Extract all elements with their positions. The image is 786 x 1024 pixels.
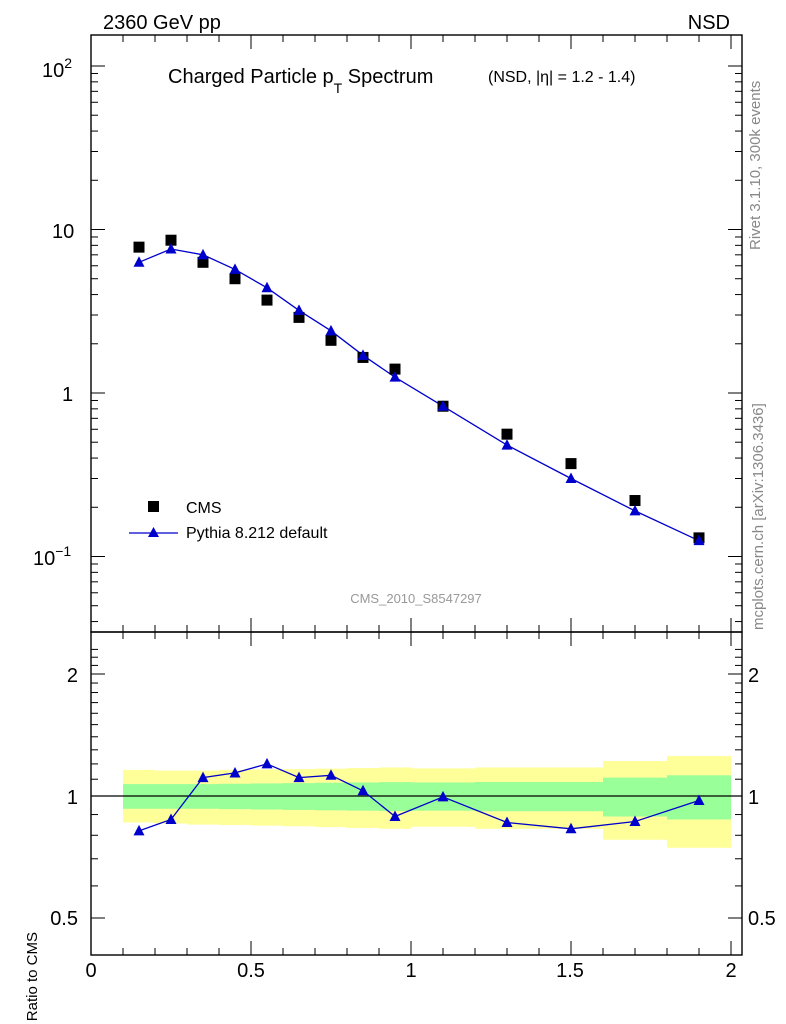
xtick-label-0.5: 0.5: [237, 960, 265, 982]
cms-data-point: [389, 363, 401, 375]
pythia-data-point: [357, 349, 369, 360]
pythia-data-point: [261, 281, 273, 293]
main-ytick-label-100: 102: [42, 55, 72, 82]
pythia-data-point: [389, 371, 401, 382]
ratio-data-point: [293, 771, 305, 783]
svg-text:102: 102: [42, 55, 72, 82]
svg-text:10: 10: [52, 221, 74, 243]
pythia-data-point: [229, 263, 241, 274]
ratio-data-point: [325, 769, 337, 780]
ratio-ytick-label-0.5-left: 0.5: [50, 908, 78, 930]
ratio-ytick-label-0.5-right: 0.5: [748, 908, 776, 930]
ratio-data-point: [165, 813, 177, 825]
pythia-data-point: [133, 256, 145, 267]
ratio-plot-content: [91, 756, 742, 848]
main-title-qualifier: (NSD, |η| = 1.2 - 1.4): [488, 69, 635, 86]
ratio-data-point: [229, 766, 241, 778]
analysis-watermark: CMS_2010_S8547297: [350, 591, 482, 606]
pythia-data-point: [197, 248, 209, 260]
ratio-data-point: [693, 794, 705, 805]
ratio-ytick-label-1-left: 1: [67, 787, 78, 809]
ratio-data-point: [389, 810, 401, 822]
ratio-data-point: [261, 757, 273, 769]
header-right-label: NSD: [688, 12, 730, 34]
ratio-ytick-label-1-right: 1: [748, 787, 759, 809]
main-title-subscript: T: [334, 80, 343, 96]
pythia-series-line: [138, 248, 700, 542]
ratio-ylabel: Ratio to CMS: [24, 932, 41, 1021]
legend: CMS Pythia 8.212 default: [129, 500, 328, 542]
main-panel-frame: [90, 34, 743, 633]
cms-data-point: [261, 294, 273, 306]
cms-data-point: [197, 256, 209, 268]
pythia-data-point: [565, 472, 577, 483]
legend-pythia-label: Pythia 8.212 default: [186, 525, 328, 542]
cms-data-point: [165, 234, 177, 246]
ratio-series-line: [138, 763, 700, 832]
ratio-ytick-label-2-right: 2: [748, 665, 759, 687]
cms-data-point: [133, 241, 145, 253]
ratio-band-green: [539, 781, 603, 812]
ratio-ytick-label-2-left: 2: [67, 665, 78, 687]
main-title-tail: Spectrum: [342, 66, 433, 88]
ratio-data-point: [197, 771, 209, 783]
rivet-side-label: Rivet 3.1.10, 300k events: [747, 81, 764, 250]
cms-data-point: [565, 458, 577, 470]
legend-cms-label: CMS: [186, 500, 222, 517]
mcplots-side-label: mcplots.cern.ch [arXiv:1306.3436]: [750, 403, 767, 630]
cms-data-point: [629, 495, 641, 507]
main-ytick-label-10: 10: [52, 221, 74, 243]
main-ytick-label-0.1: 10−1: [33, 543, 71, 570]
cms-data-point: [229, 273, 241, 285]
ratio-band-green: [475, 781, 539, 812]
ratio-data-point: [437, 790, 449, 802]
pythia-data-point: [693, 534, 705, 546]
ratio-data-point: [629, 815, 641, 827]
xtick-label-1.5: 1.5: [556, 960, 584, 982]
pythia-data-point: [501, 439, 513, 450]
xtick-label-2: 2: [725, 960, 736, 982]
xtick-label-1: 1: [405, 960, 416, 982]
main-ytick-label-1: 1: [62, 384, 73, 406]
ratio-panel-frame: [90, 631, 743, 956]
main-title: Charged Particle pT Spectrum: [168, 66, 433, 96]
pythia-data-point: [629, 504, 641, 516]
main-plot-content: [133, 234, 705, 546]
svg-text:10−1: 10−1: [33, 543, 71, 570]
main-axis-ticks: [90, 35, 742, 632]
ratio-axis-ticks: [90, 632, 742, 955]
ratio-data-point: [501, 816, 513, 828]
main-title-text: Charged Particle p: [168, 66, 334, 88]
pythia-data-point: [165, 242, 177, 254]
cms-data-point: [293, 311, 305, 323]
ratio-band-green: [603, 777, 667, 817]
ratio-data-point: [565, 822, 577, 834]
ratio-panel: Ratio to CMS 2 1 0.5 2 1 0.5 0 0.5 1 1.5…: [24, 631, 776, 1021]
cms-data-point: [501, 428, 513, 440]
legend-pythia-marker: [148, 527, 159, 537]
pythia-data-point: [437, 400, 449, 411]
main-panel: Charged Particle pT Spectrum (NSD, |η| =…: [33, 34, 743, 633]
pythia-data-point: [293, 304, 305, 315]
legend-cms-marker: [148, 501, 159, 512]
cms-data-point: [325, 334, 337, 346]
ratio-data-point: [133, 824, 145, 836]
ratio-data-point: [357, 784, 369, 796]
xtick-label-0: 0: [85, 960, 96, 982]
svg-text:1: 1: [62, 384, 73, 406]
header-left-label: 2360 GeV pp: [103, 12, 221, 34]
pythia-data-point: [325, 324, 337, 336]
